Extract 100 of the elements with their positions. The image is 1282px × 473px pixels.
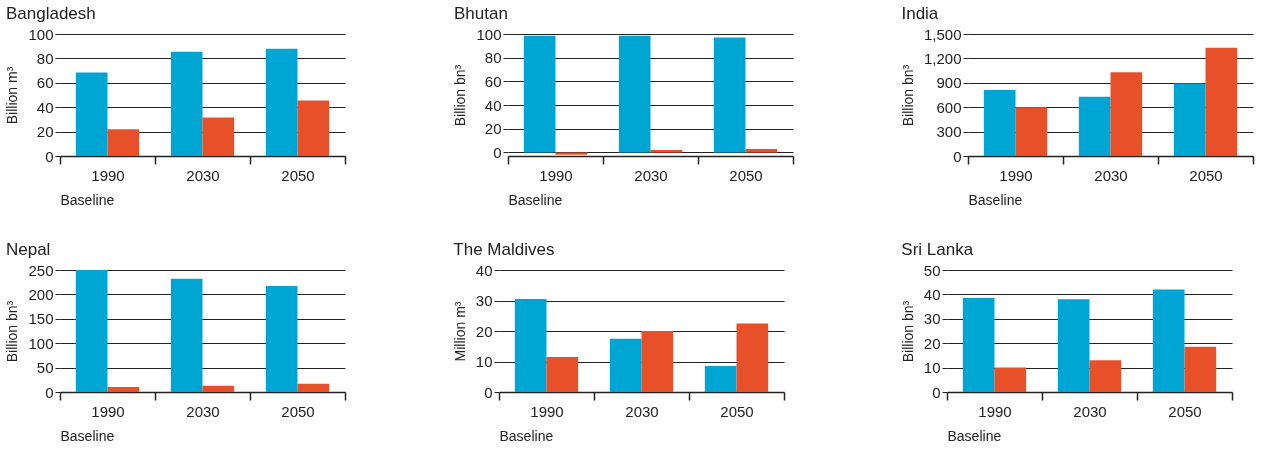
bar (1152, 289, 1185, 392)
y-tick-label: 20 (36, 123, 54, 141)
x-axis-title: Baseline (60, 191, 115, 208)
bar (265, 48, 298, 156)
chart-title: Bangladesh (5, 4, 96, 23)
x-axis-title: Baseline (947, 427, 1002, 444)
bar (297, 383, 330, 392)
bar (75, 270, 108, 392)
x-tick-label: 2030 (625, 402, 659, 420)
y-tick-label: 10 (923, 359, 941, 377)
y-axis-title: Billion bn³ (4, 300, 21, 363)
y-tick-label: 250 (28, 261, 54, 279)
bar (609, 338, 642, 392)
x-tick-label: 2030 (186, 402, 220, 420)
y-tick-label: 100 (28, 25, 54, 43)
y-tick-label: 50 (36, 359, 54, 377)
bar (75, 72, 108, 156)
bar (1173, 83, 1206, 156)
bar (1015, 107, 1048, 156)
bar (713, 37, 746, 153)
bar (107, 129, 140, 156)
bar (546, 356, 579, 392)
y-tick-label: 60 (484, 72, 502, 90)
y-tick-label: 0 (45, 147, 54, 165)
y-axis-title: Billion bn³ (899, 64, 916, 127)
y-tick-label: 40 (923, 285, 941, 303)
y-tick-label: 1,500 (923, 25, 962, 43)
x-tick-label: 1990 (999, 166, 1033, 184)
bar (1089, 360, 1122, 392)
y-tick-label: 80 (484, 49, 502, 67)
y-tick-label: 80 (36, 49, 54, 67)
bar (962, 298, 995, 392)
y-tick-label: 60 (36, 74, 54, 92)
y-tick-label: 50 (923, 261, 941, 279)
y-tick-label: 10 (475, 353, 493, 370)
y-tick-label: 20 (475, 322, 493, 340)
x-tick-label: 2050 (281, 166, 315, 184)
chart-title: The Maldives (453, 240, 555, 259)
y-axis-title: Million m³ (451, 301, 468, 362)
bar (514, 298, 547, 392)
bar (202, 385, 235, 392)
x-axis-title: Baseline (60, 427, 115, 444)
x-tick-label: 2030 (186, 166, 220, 184)
bar (170, 51, 203, 156)
y-tick-label: 40 (475, 261, 493, 279)
x-tick-label: 2050 (1168, 402, 1202, 420)
y-axis-title: Billion m³ (4, 66, 21, 125)
bar (1184, 346, 1217, 392)
y-tick-label: 40 (484, 96, 502, 114)
bar (641, 331, 674, 392)
y-tick-label: 20 (923, 334, 941, 352)
bar (983, 90, 1016, 156)
x-tick-label: 1990 (978, 402, 1012, 420)
bar (107, 387, 140, 392)
y-tick-label: 30 (475, 292, 493, 309)
x-tick-label: 1990 (91, 166, 125, 184)
y-tick-label: 0 (484, 383, 493, 401)
x-tick-label: 2050 (281, 402, 315, 420)
y-tick-label: 900 (936, 74, 962, 92)
y-tick-label: 1,200 (923, 49, 962, 67)
chart-title: Bhutan (453, 4, 508, 23)
x-tick-label: 2050 (720, 402, 754, 420)
x-tick-label: 2030 (1073, 402, 1107, 420)
bar (202, 117, 235, 156)
y-axis-title: Billion bn³ (899, 300, 916, 363)
bar (736, 323, 769, 392)
y-tick-label: 200 (28, 285, 54, 303)
bar (265, 286, 298, 392)
y-tick-label: 300 (936, 123, 962, 141)
y-tick-label: 0 (493, 143, 502, 161)
y-tick-label: 30 (923, 310, 941, 328)
y-tick-label: 600 (936, 98, 962, 116)
chart-title: India (901, 4, 939, 23)
chart-title: Nepal (5, 240, 51, 259)
bar (555, 152, 588, 155)
x-tick-label: 2030 (1094, 166, 1128, 184)
bar (704, 366, 737, 392)
bar (618, 35, 651, 153)
bar (994, 367, 1027, 392)
x-axis-title: Baseline (499, 427, 554, 444)
x-tick-label: 1990 (91, 402, 125, 420)
bar (1057, 299, 1090, 392)
bar (297, 100, 330, 156)
y-tick-label: 100 (28, 334, 54, 352)
x-tick-label: 1990 (530, 402, 564, 420)
x-tick-label: 2050 (729, 166, 763, 184)
bar (1078, 96, 1111, 156)
x-tick-label: 2030 (634, 166, 668, 184)
bar (1110, 72, 1143, 156)
y-tick-label: 0 (953, 147, 962, 165)
y-tick-label: 20 (484, 120, 502, 138)
x-axis-title: Baseline (968, 191, 1023, 208)
x-axis-title: Baseline (508, 191, 563, 208)
x-tick-label: 1990 (539, 166, 573, 184)
bar (1205, 47, 1238, 156)
y-tick-label: 40 (36, 98, 54, 116)
y-tick-label: 100 (476, 25, 502, 43)
chart-title: Sri Lanka (901, 240, 974, 259)
x-tick-label: 2050 (1189, 166, 1223, 184)
bar (523, 35, 556, 153)
